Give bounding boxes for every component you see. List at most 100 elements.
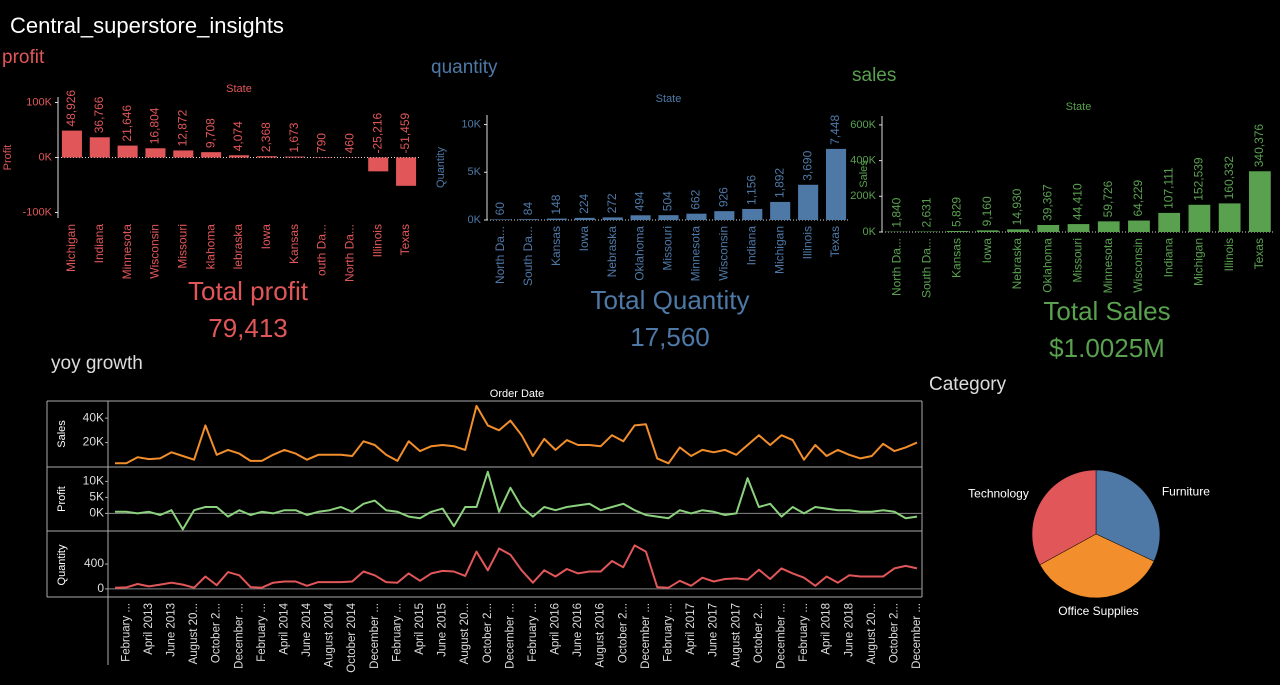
bar-value-label: 926 [717,187,731,207]
chart-title: Category [929,374,1007,395]
x-tick-label: Minnesota [1101,238,1115,294]
bar-value-label: 36,766 [92,96,106,133]
y-tick-label: 600K [850,119,876,131]
bar-value-label: 5,829 [950,197,964,227]
bar-value-label: 44,410 [1071,183,1085,220]
x-tick-label: Illinois [800,226,814,259]
chart-title: profit [2,47,45,68]
pie-slice [1039,533,1155,599]
x-tick-label: klahoma [203,224,217,270]
x-tick-label: Missouri [661,226,675,271]
kpi-value: 79,413 [208,313,288,343]
bar [228,155,250,158]
y-tick-label: 20K [83,435,104,449]
x-tick-label: Oklahoma [633,226,647,281]
bar-value-label: 84 [521,202,535,216]
bar [946,230,969,232]
y-tick-label: 5K [89,490,104,504]
x-tick-label: June 2013 [166,603,178,657]
x-tick-label: Kansas [287,224,301,264]
bar-value-label: -51,459 [398,112,412,153]
bar-value-label: 790 [315,133,329,153]
bar [1218,203,1241,232]
bar-value-label: 460 [343,133,357,153]
bar-value-label: 662 [689,189,703,209]
x-tick-label: December ... [640,603,652,669]
x-tick-label: Nebraska [1010,238,1024,290]
bar-value-label: 340,376 [1252,124,1266,168]
bar-value-label: 59,726 [1101,180,1115,217]
bar [574,217,595,220]
bar-value-label: 148 [549,194,563,214]
x-tick-label: August 2017 [730,603,742,668]
x-tick-label: August 2014 [324,602,336,667]
x-tick-label: October 2... [211,603,223,663]
x-tick-label: December ... [233,603,245,669]
bar-value-label: 160,332 [1222,156,1236,200]
y-tick-label: 0 [97,581,104,595]
panel-label: Profit [56,486,68,512]
bar-value-label: 12,872 [175,109,189,146]
chart-title: yoy growth [51,353,143,374]
x-tick-label: February ... [663,603,675,662]
x-tick-label: Texas [398,224,412,255]
pie-label: Technology [968,486,1029,500]
bar [798,184,819,220]
kpi-value: $1.0025M [1049,333,1165,363]
x-tick-label: October 2... [753,603,765,663]
x-tick-label: Illinois [1222,238,1236,271]
x-tick-label: Wisconsin [717,226,731,281]
x-tick-label: October 2... [617,603,629,663]
x-tick-label: December ... [775,603,787,669]
x-tick-label: Minnesota [120,224,134,280]
kpi-value: 17,560 [630,322,710,352]
bar-value-label: 39,367 [1040,184,1054,221]
x-tick-label: June 2016 [572,603,584,657]
bar-value-label: 1,840 [889,197,903,227]
bar [546,218,567,220]
x-axis-title: State [656,93,682,105]
x-tick-label: Indiana [92,224,106,264]
x-tick-label: February ... [120,603,132,662]
bar [89,137,110,158]
x-tick-label: North Da... [343,224,357,282]
panel-label: Quantity [56,544,68,585]
x-tick-label: February ... [527,603,539,662]
x-tick-label: Minnesota [689,226,703,282]
bar [602,217,623,220]
series-line [115,470,918,531]
x-tick-label: North Da... [889,238,903,296]
x-tick-label: October 2... [888,603,900,663]
x-tick-label: April 2015 [414,603,426,655]
x-tick-label: Illinois [370,224,384,257]
y-tick-label: 0K [468,214,482,226]
bar [1188,204,1211,232]
bar [173,150,194,158]
y-tick-label: 10K [461,118,481,130]
bar-value-label: 504 [661,191,675,211]
x-tick-label: Michigan [64,224,78,272]
bar [396,157,417,186]
x-tick-label: August 20... [866,603,878,664]
bar [658,215,679,220]
bar-value-label: 21,646 [120,105,134,142]
x-tick-label: October 2... [482,603,494,663]
panel-label: Sales [56,420,68,448]
x-tick-label: Iowa [259,224,273,250]
bar-value-label: -25,216 [370,112,384,153]
y-tick-label: 200K [850,190,876,202]
chart-title: sales [852,65,896,86]
bar [1067,224,1090,232]
bar-value-label: 2,631 [920,197,934,227]
bar [1037,224,1060,232]
x-axis-title: State [1066,101,1092,113]
x-tick-label: Wisconsin [1131,238,1145,293]
y-tick-label: 0K [39,151,53,163]
bar [256,156,277,158]
bar-value-label: 224 [577,194,591,214]
x-axis-title: State [226,83,252,95]
bar [284,156,305,158]
x-tick-label: April 2014 [278,602,290,654]
